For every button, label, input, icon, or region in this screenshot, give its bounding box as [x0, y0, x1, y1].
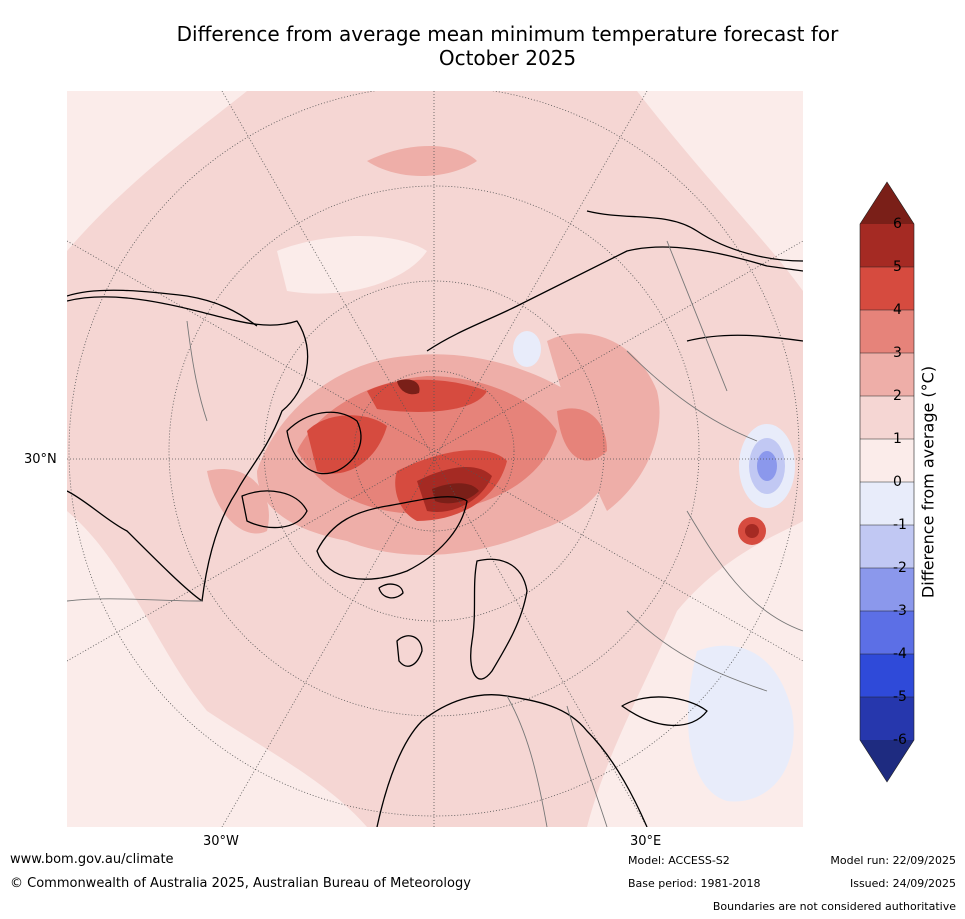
coast-east-asia: [686, 334, 803, 342]
anomaly-2-3-pacific-patch: [367, 146, 477, 176]
colorbar-under-triangle: [860, 740, 914, 782]
anomaly-0-1-north-pacific: [67, 91, 247, 251]
colorbar-tick-m2: -2: [893, 560, 907, 576]
colorbar-border: [859, 181, 915, 783]
anomaly-3-4-siberia: [557, 408, 607, 461]
coast-siberia: [426, 246, 803, 352]
coast-iceland: [378, 583, 404, 599]
title-line-1: Difference from average mean minimum tem…: [176, 22, 839, 46]
graticule-lon-30w: [221, 91, 648, 827]
colorbar-tick-m1: -1: [893, 517, 907, 533]
footer-issued: Issued: 24/09/2025: [849, 877, 956, 890]
anomaly-neg-0-1-siberia-spot: [513, 331, 541, 367]
colorbar-tick-m5: -5: [893, 689, 907, 705]
graticule-lat-70: [353, 370, 515, 532]
colorbar-tick-2: 2: [893, 388, 902, 404]
anomaly-neg-2-3-central-asia: [757, 451, 777, 481]
forecast-map: [67, 91, 803, 827]
footer-copyright: © Commonwealth of Australia 2025, Austra…: [10, 876, 471, 891]
colorbar-5-6: [860, 224, 914, 267]
colorbar-outline: [859, 181, 915, 783]
coast-baffin: [241, 490, 308, 529]
colorbar-tick-m4: -4: [893, 646, 907, 662]
border-1: [506, 695, 548, 827]
colorbar-m5-m4: [860, 654, 914, 697]
footer-model-run: Model run: 22/09/2025: [830, 854, 956, 867]
title-line-2: October 2025: [438, 46, 577, 70]
coast-british-isles: [396, 635, 423, 667]
colorbar-m1-0: [860, 482, 914, 525]
anomaly-warm-spot-central-asia-core: [745, 524, 759, 538]
coast-greenland: [316, 496, 468, 580]
colorbar-m2-m1: [860, 525, 914, 568]
coast-black-caspian: [621, 696, 708, 727]
anomaly-0-1-pacific-edge: [67, 511, 367, 827]
border-8: [666, 240, 728, 392]
coast-kamchatka: [586, 210, 803, 262]
colorbar-tick-1: 1: [893, 431, 902, 447]
footer-base-period: Base period: 1981-2018: [628, 877, 761, 890]
lat-label-30n: 30°N: [24, 452, 57, 467]
border-6: [67, 598, 203, 602]
colorbar-0-1: [860, 439, 914, 482]
anomaly-0-1-east-asia: [637, 91, 803, 291]
lon-label-30e: 30°E: [630, 834, 662, 849]
colorbar: [859, 181, 915, 783]
colorbar-tick-5: 5: [893, 259, 902, 275]
colorbar-m3-m2: [860, 568, 914, 611]
footer-boundaries-note: Boundaries are not considered authoritat…: [712, 900, 956, 913]
coastlines: [67, 210, 803, 827]
colorbar-1-2: [860, 396, 914, 439]
colorbar-tick-6: 6: [893, 216, 902, 232]
colorbar-3-4: [860, 310, 914, 353]
colorbar-tick-0: 0: [893, 474, 902, 490]
graticule-lat-50: [168, 185, 700, 717]
country-borders: [67, 240, 803, 827]
colorbar-title: Difference from average (°C): [918, 365, 938, 599]
colorbar-over-triangle-shape: [860, 182, 914, 224]
colorbar-tick-4: 4: [893, 302, 902, 318]
border-4: [686, 510, 803, 632]
colorbar-4-5: [860, 267, 914, 310]
map-graphic: [67, 91, 803, 827]
border-7: [186, 320, 208, 422]
border-3: [626, 350, 758, 442]
graticule-lon-30e: [221, 91, 648, 827]
border-5: [626, 610, 768, 692]
colorbar-m4-m3: [860, 611, 914, 654]
colorbar-tick-m6: -6: [893, 732, 907, 748]
graticule-lat-40: [68, 91, 800, 817]
footer-website-link[interactable]: www.bom.gov.au/climate: [10, 852, 174, 867]
colorbar-tick-m3: -3: [893, 603, 907, 619]
coast-canadian-archipelago: [286, 411, 362, 475]
anomaly-0-1-siberia-patch: [277, 236, 427, 294]
footer-model: Model: ACCESS-S2: [628, 854, 730, 867]
anomaly-neg-0-1-middle-east: [688, 645, 794, 802]
chart-title: Difference from average mean minimum tem…: [60, 22, 955, 70]
anomaly-above-6-ellesmere: [397, 379, 420, 395]
anomaly-above-6-greenland-sea: [432, 483, 479, 504]
anomaly-4-5-north-pole: [367, 379, 487, 412]
graticule-lat-60: [263, 280, 605, 622]
anomaly-2-3-greenland-sw: [207, 469, 269, 534]
coast-alaska: [67, 289, 258, 327]
coast-north-america: [67, 296, 309, 602]
border-2: [566, 705, 608, 827]
colorbar-tick-3: 3: [893, 345, 902, 361]
lon-label-30w: 30°W: [203, 834, 239, 849]
anomaly-2-3-asia-band: [547, 333, 660, 511]
coast-scandinavia: [470, 558, 528, 680]
colorbar-2-3: [860, 353, 914, 396]
colorbar-m6-m5: [860, 697, 914, 740]
